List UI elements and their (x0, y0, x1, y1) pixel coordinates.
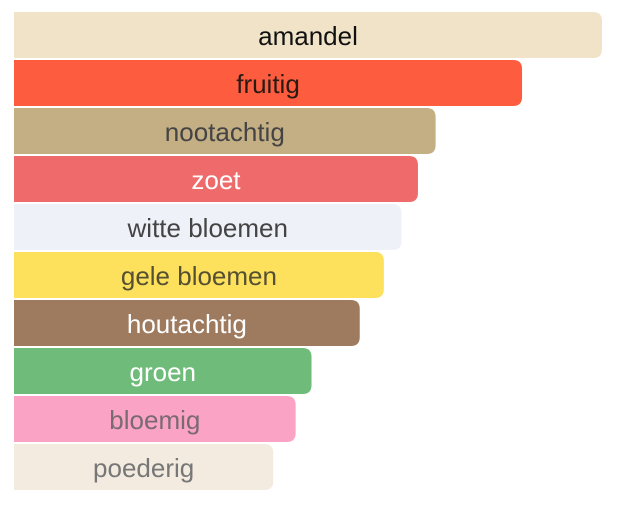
bar (14, 396, 296, 442)
bar (14, 12, 602, 58)
bar-label: gele bloemen (121, 261, 277, 291)
bar (14, 156, 418, 202)
bar-label: nootachtig (165, 117, 285, 147)
bar-label: zoet (191, 165, 241, 195)
bar (14, 300, 360, 346)
bar-label: houtachtig (127, 309, 247, 339)
bar-label: amandel (258, 21, 358, 51)
bar (14, 108, 436, 154)
bar-label: poederig (93, 453, 194, 483)
bar (14, 60, 523, 106)
bar-label: groen (130, 357, 197, 387)
bar-label: fruitig (236, 69, 300, 99)
bar (14, 348, 312, 394)
bar (14, 444, 274, 490)
bar (14, 204, 402, 250)
bar (14, 252, 384, 298)
bar-label: bloemig (109, 405, 200, 435)
bar-label: witte bloemen (127, 213, 288, 243)
